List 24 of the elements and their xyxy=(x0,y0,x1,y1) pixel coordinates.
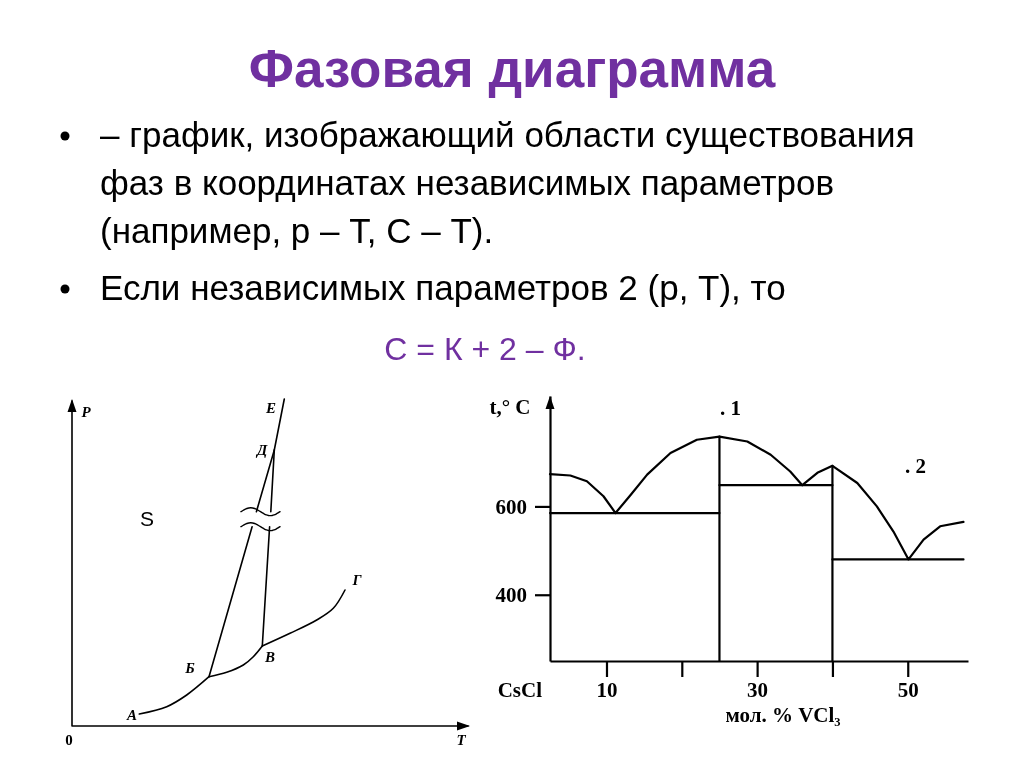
text: T xyxy=(456,732,467,748)
y-tick-label: 600 xyxy=(495,494,527,519)
text: CsCl xyxy=(497,678,543,703)
text: В xyxy=(263,649,276,665)
text: 0 xyxy=(65,732,73,748)
x-axis-title: мол. % VCl₃ xyxy=(725,703,841,727)
text: P xyxy=(81,404,92,420)
text: А xyxy=(125,707,138,723)
x-tick-label: 30 xyxy=(747,677,769,702)
text: S xyxy=(139,507,155,530)
text: Фазовая диаграмма xyxy=(248,39,776,98)
text: – график, изображающий области существования фаз в координатах независимых параметров (например, р – Т, С – Т). xyxy=(100,115,915,250)
x-tick-label: 50 xyxy=(897,677,919,702)
x-tick-label: 10 xyxy=(596,677,618,702)
y-axis-title: t,° C xyxy=(489,395,531,419)
annotation: . 2 xyxy=(905,454,926,478)
text: Г xyxy=(351,572,363,588)
text: Б xyxy=(184,660,196,676)
annotation: . 1 xyxy=(720,396,741,420)
text: Е xyxy=(264,400,277,416)
text: Если независимых параметров 2 (р, Т), то xyxy=(100,268,786,307)
y-tick-label: 400 xyxy=(495,582,527,607)
text: Д xyxy=(254,442,268,458)
text: С = К + 2 – Ф. xyxy=(384,331,586,367)
